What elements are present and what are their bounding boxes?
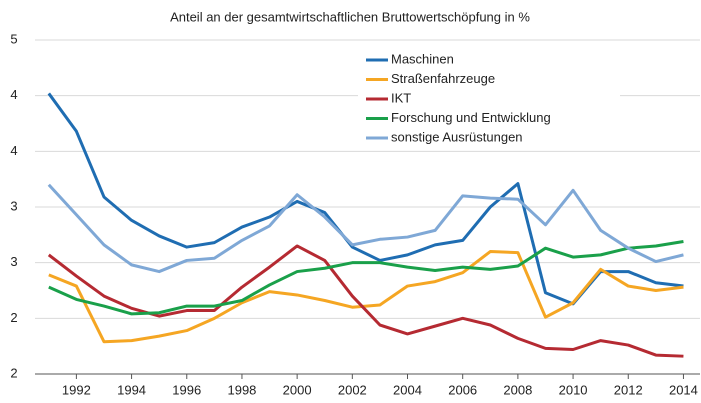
y-tick-label: 4: [10, 143, 17, 158]
x-tick-label: 1992: [62, 382, 91, 397]
series-line: [48, 250, 684, 344]
legend-label: IKT: [391, 90, 411, 105]
legend-label: Forschung und Entwicklung: [391, 110, 551, 125]
legend-label: sonstige Ausrüstungen: [391, 129, 523, 144]
y-tick-label: 5: [10, 31, 17, 46]
series-line: [47, 244, 684, 358]
x-tick-label: 2004: [393, 382, 422, 397]
legend-box: [358, 48, 620, 148]
y-tick-label: 3: [10, 254, 17, 269]
x-tick-label: 2006: [448, 382, 477, 397]
x-tick-label: 2000: [283, 382, 312, 397]
legend-label: Maschinen: [391, 51, 454, 66]
y-tick-label: 2: [10, 310, 17, 325]
y-tick-label: 4: [10, 87, 17, 102]
x-tick-label: 1996: [172, 382, 201, 397]
x-tick-label: 2014: [669, 382, 698, 397]
x-tick-label: 2010: [559, 382, 588, 397]
y-tick-label: 3: [10, 198, 17, 213]
x-tick-label: 2002: [338, 382, 367, 397]
chart-title: Anteil an der gesamtwirtschaftlichen Bru…: [170, 9, 530, 24]
y-tick-label: 2: [10, 365, 17, 380]
legend-label: Straßenfahrzeuge: [391, 71, 495, 86]
series-line: [47, 183, 684, 274]
x-tick-label: 2012: [614, 382, 643, 397]
x-tick-label: 2008: [503, 382, 532, 397]
x-tick-label: 1998: [227, 382, 256, 397]
series-line: [48, 240, 684, 316]
x-tick-label: 1994: [117, 382, 146, 397]
